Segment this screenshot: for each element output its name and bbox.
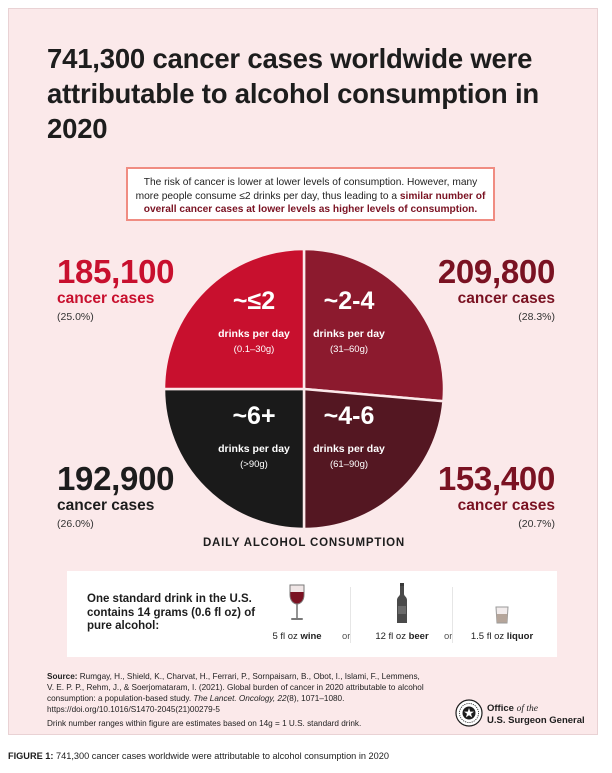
stat-le2-label: cancer cases — [57, 290, 155, 307]
wine-glass-icon — [289, 584, 305, 620]
standard-drink-box: One standard drink in the U.S. contains … — [67, 571, 557, 657]
or-label-1: or — [342, 631, 351, 642]
drink-liquor: 1.5 fl oz liquor — [462, 581, 542, 642]
drink-beer: 12 fl oz beer — [362, 581, 442, 642]
logo-of-the: of the — [516, 704, 538, 714]
page-title: 741,300 cancer cases worldwide were attr… — [47, 43, 539, 144]
pie-chart: ~2-4 drinks per day (31–60g) ~4-6 drinks per… — [162, 247, 446, 531]
pie-sublabel-le2: drinks per day — [218, 328, 290, 340]
pie-slice-6plus — [162, 387, 306, 531]
divider — [452, 587, 453, 643]
stat-4to6: 153,400 cancer cases (20.7%) — [438, 461, 555, 532]
pie-slice-4to6 — [302, 387, 445, 531]
logo-name: U.S. Surgeon General — [487, 715, 585, 726]
source-text: Rumgay, H., Shield, K., Charvat, H., Fer… — [47, 672, 424, 703]
chart-axis-label: DAILY ALCOHOL CONSUMPTION — [202, 537, 406, 549]
pie-slice-2to4 — [302, 247, 446, 403]
pie-label-2to4: ~2-4 — [324, 287, 375, 315]
pie-label-4to6: ~4-6 — [324, 402, 375, 430]
drink-wine: 5 fl oz wine — [257, 581, 337, 642]
surgeon-general-seal-icon — [455, 699, 483, 727]
logo-office: Office — [487, 703, 517, 714]
drink-wine-amount: 5 fl oz — [272, 631, 301, 642]
stat-4to6-percent: (20.7%) — [518, 518, 555, 530]
callout-text: The risk of cancer is lower at lower lev… — [135, 177, 478, 202]
pie-range-4to6: (61–90g) — [330, 459, 368, 470]
stat-2to4: 209,800 cancer cases (28.3%) — [438, 254, 555, 325]
pie-sublabel-6plus: drinks per day — [218, 443, 290, 455]
drink-liquor-amount: 1.5 fl oz — [470, 631, 507, 642]
stat-2to4-percent: (28.3%) — [518, 311, 555, 323]
divider — [350, 587, 351, 643]
stat-le2-cases: 185,100 — [57, 253, 175, 290]
stat-6plus: 192,900 cancer cases (26.0%) — [57, 461, 174, 532]
drink-liquor-kind: liquor — [506, 631, 534, 642]
standard-drink-text: One standard drink in the U.S. contains … — [87, 593, 256, 632]
shot-glass-icon — [495, 606, 509, 624]
figure-caption-label: FIGURE 1: — [8, 751, 54, 761]
drink-wine-kind: wine — [300, 631, 322, 642]
stat-6plus-label: cancer cases — [57, 497, 155, 514]
stat-4to6-cases: 153,400 — [437, 460, 555, 497]
callout-box: The risk of cancer is lower at lower lev… — [126, 167, 495, 221]
infographic-card: 741,300 cancer cases worldwide were attr… — [8, 8, 598, 735]
pie-slice-le2 — [162, 247, 306, 391]
drink-beer-kind: beer — [408, 631, 429, 642]
pie-sublabel-4to6: drinks per day — [313, 443, 385, 455]
stat-4to6-label: cancer cases — [457, 497, 555, 514]
stat-2to4-label: cancer cases — [457, 290, 555, 307]
drink-beer-amount: 12 fl oz — [375, 631, 409, 642]
pie-label-6plus: ~6+ — [232, 402, 275, 430]
source-text-2: (8), 1071–1080. https://doi.org/10.1016/… — [47, 694, 345, 714]
pie-range-le2: (0.1–30g) — [234, 344, 275, 355]
pie-range-2to4: (31–60g) — [330, 344, 368, 355]
pie-range-6plus: (>90g) — [240, 459, 268, 470]
or-label-2: or — [444, 631, 453, 642]
figure-caption-text: 741,300 cancer cases worldwide were attr… — [53, 751, 389, 761]
source-citation: Source: Rumgay, H., Shield, K., Charvat,… — [47, 671, 427, 729]
stat-le2: 185,100 cancer cases (25.0%) — [57, 254, 174, 325]
callout-bold-text: similar number of overall cancer cases a… — [143, 190, 486, 216]
surgeon-general-logo: Office of the U.S. Surgeon General — [487, 703, 585, 726]
figure-caption: FIGURE 1: 741,300 cancer cases worldwide… — [8, 751, 389, 761]
stat-2to4-cases: 209,800 — [437, 253, 555, 290]
stat-le2-percent: (25.0%) — [57, 311, 94, 323]
stat-6plus-cases: 192,900 — [57, 460, 175, 497]
beer-bottle-icon — [397, 583, 407, 623]
pie-sublabel-2to4: drinks per day — [313, 328, 385, 340]
source-journal: The Lancet. Oncology, 22 — [193, 694, 287, 703]
source-label: Source: — [47, 672, 78, 681]
source-note: Drink number ranges within figure are es… — [47, 719, 362, 728]
pie-label-le2: ~≤2 — [233, 287, 275, 315]
stat-6plus-percent: (26.0%) — [57, 518, 94, 530]
